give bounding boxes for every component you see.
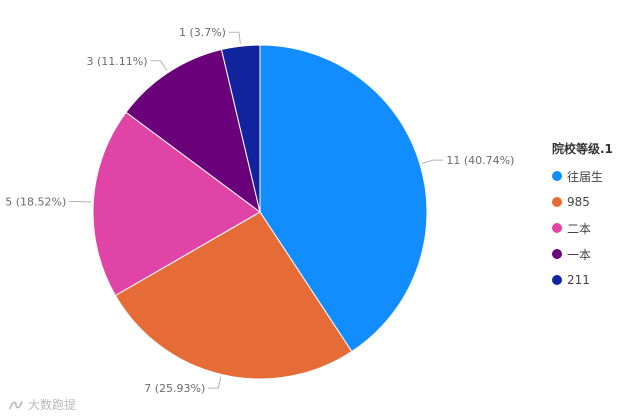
- pie-slice-3[interactable]: [125, 48, 261, 214]
- leader-lines: [69, 31, 444, 389]
- pie-slice-4[interactable]: [220, 44, 261, 213]
- legend-item-label: 二本: [567, 221, 592, 236]
- data-label-1: 7 (25.93%): [144, 382, 205, 395]
- legend-item-0[interactable]: 往届生: [552, 163, 613, 189]
- legend-item-label: 211: [567, 273, 590, 287]
- legend-item-label: 往届生: [567, 169, 604, 184]
- data-labels: 11 (40.74%) 7 (25.93%) 5 (18.52%) 3 (11.11%…: [5, 26, 514, 395]
- pie-slices: [92, 44, 428, 380]
- data-label-2: 5 (18.52%): [5, 195, 66, 208]
- legend-item-3[interactable]: 一本: [552, 241, 613, 267]
- legend-item-label: 985: [567, 195, 590, 209]
- legend: 院校等级.1 往届生 985 二本一本 211: [552, 140, 613, 293]
- data-label-3: 3 (11.11%): [87, 55, 148, 68]
- legend-item-1[interactable]: 985: [552, 189, 613, 215]
- legend-marker-icon: [552, 275, 562, 285]
- legend-item-4[interactable]: 211: [552, 267, 613, 293]
- legend-marker-icon: [552, 171, 562, 181]
- legend-item-label: 一本: [567, 247, 592, 262]
- data-label-4: 1 (3.7%): [179, 26, 226, 39]
- leader-line-0: [421, 159, 444, 165]
- leader-line-3: [150, 60, 168, 72]
- leader-line-1: [208, 376, 222, 389]
- pie-slice-2[interactable]: [92, 111, 261, 297]
- watermark-text: 大数跑提: [28, 398, 77, 412]
- legend-marker-icon: [552, 223, 562, 233]
- watermark: 大数跑提: [8, 396, 76, 413]
- legend-item-2[interactable]: 二本: [552, 215, 613, 241]
- pie-slice-1[interactable]: [114, 211, 353, 380]
- data-label-0: 11 (40.74%): [446, 154, 514, 167]
- legend-marker-icon: [552, 197, 562, 207]
- legend-items: 往届生 985 二本一本 211: [552, 163, 613, 293]
- legend-marker-icon: [552, 249, 562, 259]
- watermark-logo-icon: [9, 400, 23, 409]
- leader-line-2: [69, 200, 92, 203]
- leader-line-4: [228, 31, 241, 45]
- legend-title: 院校等级.1: [552, 142, 613, 156]
